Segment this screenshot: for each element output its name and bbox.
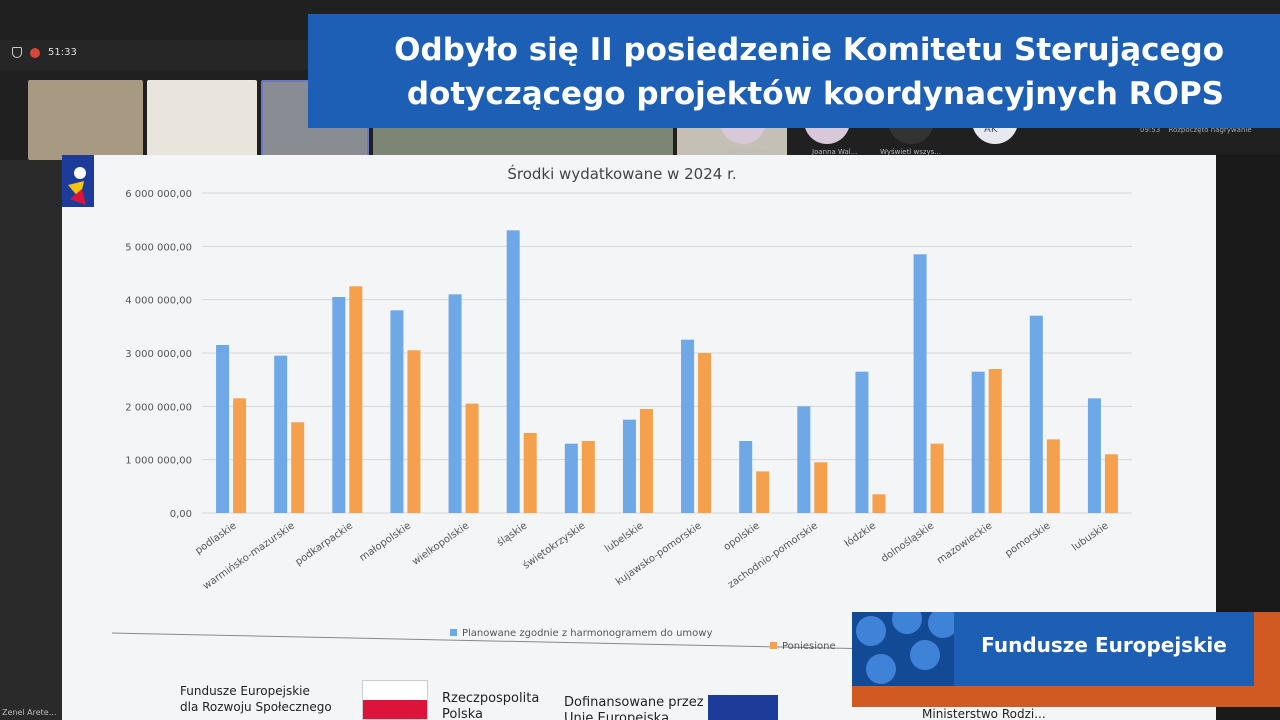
bar-incurred bbox=[1046, 439, 1060, 513]
y-tick-label: 3 000 000,00 bbox=[125, 349, 192, 360]
participant-name: Aleksander... bbox=[728, 148, 774, 156]
fe-logo-line: dla Rozwoju Społecznego bbox=[180, 700, 332, 714]
bar-planned bbox=[797, 406, 811, 513]
bar-incurred bbox=[698, 353, 712, 513]
badge-blue-panel: Fundusze Europejskie bbox=[852, 612, 1254, 686]
x-tick-label: lubuskie bbox=[1070, 520, 1110, 553]
rp-text: Rzeczpospolita Polska bbox=[442, 691, 539, 720]
x-tick-label: łódzkie bbox=[842, 520, 878, 550]
polish-flag bbox=[362, 680, 428, 720]
cofin-line: Dofinansowane przez bbox=[564, 695, 704, 710]
bar-planned bbox=[855, 371, 869, 513]
y-tick-label: 5 000 000,00 bbox=[125, 242, 192, 253]
chat-time: 09:53 bbox=[1140, 126, 1161, 134]
ministry-text: Ministerstwo Rodzi... bbox=[922, 707, 1046, 720]
title-banner: Odbyło się II posiedzenie Komitetu Steru… bbox=[308, 14, 1280, 128]
bar-planned bbox=[332, 297, 346, 513]
x-tick-label: pomorskie bbox=[1003, 520, 1052, 559]
bar-incurred bbox=[465, 403, 479, 513]
bar-planned bbox=[448, 294, 462, 513]
fe-badge: Fundusze Europejskie bbox=[852, 612, 1280, 707]
y-tick-label: 2 000 000,00 bbox=[125, 402, 192, 413]
bar-incurred bbox=[581, 441, 595, 513]
x-tick-label: podkarpackie bbox=[294, 520, 355, 568]
bar-planned bbox=[739, 441, 753, 513]
bar-incurred bbox=[930, 443, 944, 513]
bar-incurred bbox=[639, 409, 653, 513]
x-tick-label: lubelskie bbox=[603, 520, 646, 554]
bar-planned bbox=[274, 355, 288, 513]
x-tick-label: dolnośląskie bbox=[879, 520, 936, 565]
bar-planned bbox=[506, 230, 520, 513]
bar-planned bbox=[913, 254, 927, 513]
x-tick-label: śląskie bbox=[495, 520, 530, 549]
badge-label: Fundusze Europejskie bbox=[981, 633, 1227, 657]
cofin-line: Unię Europejską bbox=[564, 711, 670, 720]
rp-line: Rzeczpospolita bbox=[442, 691, 540, 706]
bar-incurred bbox=[756, 471, 770, 513]
y-tick-label: 4 000 000,00 bbox=[125, 296, 192, 307]
chat-text: Rozpoczęto nagrywanie bbox=[1168, 126, 1252, 134]
record-icon[interactable] bbox=[30, 47, 40, 58]
bar-planned bbox=[564, 443, 578, 513]
shield-icon bbox=[12, 47, 22, 58]
rp-line: Polska bbox=[442, 707, 483, 720]
legend-label: Planowane zgodnie z harmonogramem do umo… bbox=[462, 628, 712, 639]
fundusze-europejskie-logo bbox=[62, 155, 94, 207]
banner-line: Odbyło się II posiedzenie Komitetu Steru… bbox=[394, 32, 1224, 68]
avatar-initials: AK bbox=[984, 124, 998, 135]
bar-incurred bbox=[349, 286, 363, 513]
legend-swatch-planned bbox=[450, 629, 457, 636]
bar-incurred bbox=[988, 369, 1002, 513]
participant-label: Zenel Arete... bbox=[2, 708, 57, 717]
bar-incurred bbox=[523, 433, 537, 513]
video-tile[interactable] bbox=[147, 80, 257, 160]
bar-planned bbox=[216, 345, 230, 513]
fe-logo-text: Fundusze Europejskie dla Rozwoju Społecz… bbox=[180, 683, 332, 715]
call-timer: 51:33 bbox=[48, 47, 77, 58]
x-tick-label: warmińsko-mazurskie bbox=[201, 520, 297, 592]
banner-line: dotyczącego projektów koordynacyjnych RO… bbox=[406, 76, 1224, 112]
x-tick-label: świętokrzyskie bbox=[521, 520, 588, 572]
bar-planned bbox=[971, 371, 985, 513]
video-tile[interactable] bbox=[28, 80, 143, 160]
cofinancing-text: Dofinansowane przez Unię Europejską bbox=[564, 695, 704, 720]
chart-title: Środki wydatkowane w 2024 r. bbox=[507, 164, 736, 183]
call-toolbar bbox=[0, 40, 310, 70]
y-tick-label: 0,00 bbox=[170, 509, 192, 520]
bar-incurred bbox=[1104, 454, 1118, 513]
y-tick-label: 6 000 000,00 bbox=[125, 189, 192, 200]
bar-chart: Środki wydatkowane w 2024 r. 6 000 000,00… bbox=[111, 164, 1163, 655]
bar-planned bbox=[681, 339, 695, 513]
y-tick-label: 1 000 000,00 bbox=[125, 456, 192, 467]
x-tick-label: opolskie bbox=[722, 520, 762, 553]
chat-item: 09:53 Rozpoczęto nagrywanie bbox=[1140, 126, 1252, 134]
bar-planned bbox=[1029, 315, 1043, 513]
bar-planned bbox=[622, 419, 636, 513]
bar-incurred bbox=[814, 462, 828, 513]
stars-icon bbox=[852, 612, 954, 686]
bar-incurred bbox=[291, 422, 305, 513]
bar-planned bbox=[1087, 398, 1101, 513]
left-panel bbox=[0, 160, 62, 720]
legend-swatch-incurred bbox=[770, 642, 777, 649]
participant-name: Wyświetl wszys... bbox=[880, 148, 941, 156]
x-tick-label: podlaskie bbox=[193, 520, 238, 556]
legend-label: Poniesione bbox=[782, 641, 836, 652]
fe-logo-line: Fundusze Europejskie bbox=[180, 684, 310, 698]
participant-name: Joanna Wal... bbox=[812, 148, 858, 156]
x-tick-label: małopolskie bbox=[358, 520, 413, 563]
x-tick-label: wielkopolskie bbox=[410, 520, 471, 567]
bar-incurred bbox=[407, 350, 421, 513]
bar-incurred bbox=[233, 398, 247, 513]
bar-incurred bbox=[872, 494, 886, 513]
eu-flag-icon bbox=[708, 695, 778, 720]
bar-planned bbox=[390, 310, 404, 513]
x-tick-label: mazowieckie bbox=[935, 520, 994, 566]
call-status: 51:33 bbox=[12, 47, 77, 58]
